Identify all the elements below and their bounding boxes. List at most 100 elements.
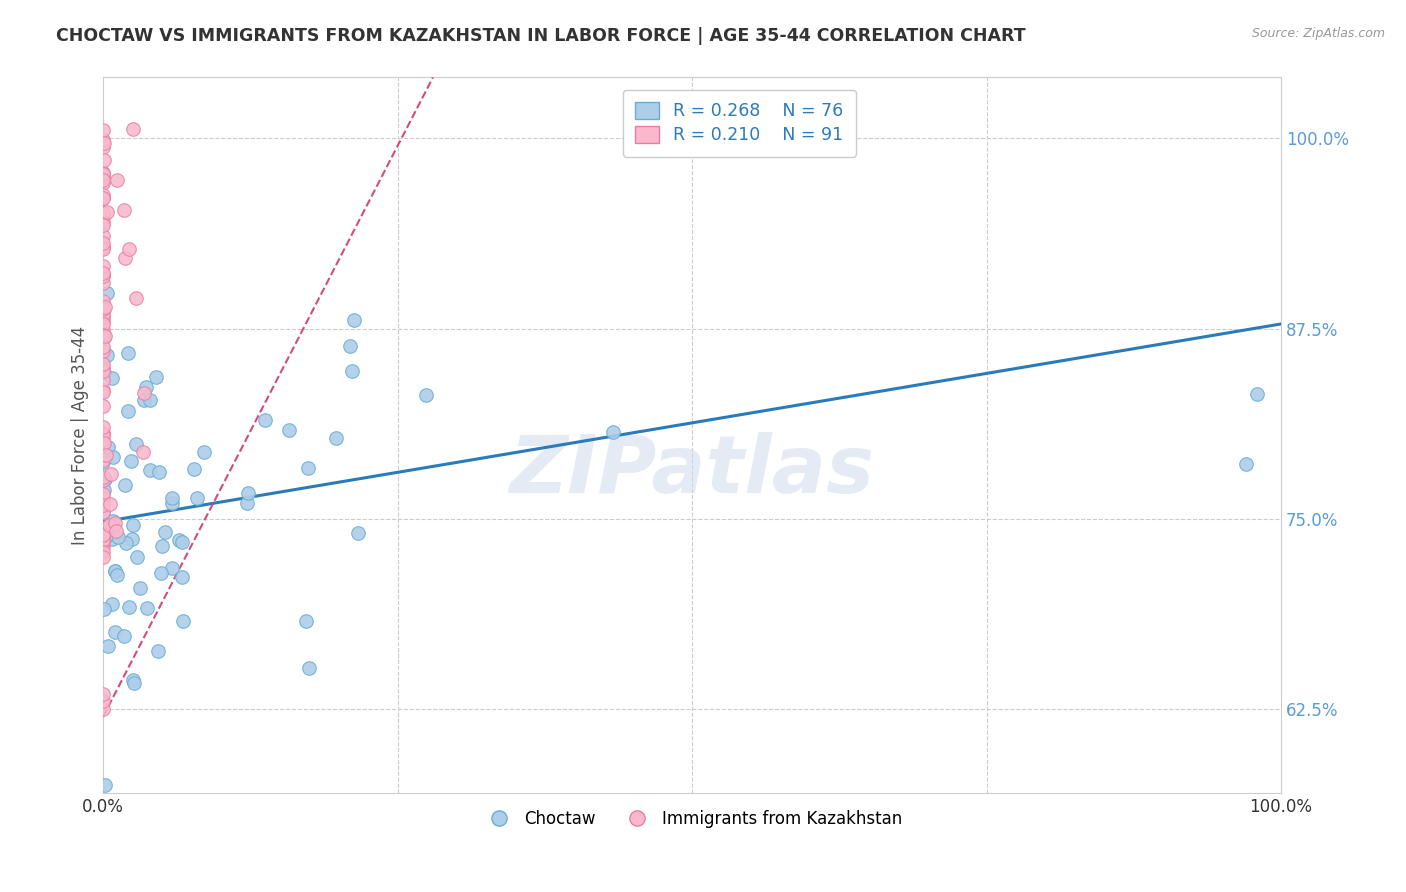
Point	[91, 361, 114, 376]
Y-axis label: In Labor Force | Age 35-44: In Labor Force | Age 35-44	[72, 326, 89, 545]
Point	[121, 532, 143, 546]
Point	[120, 454, 142, 468]
Point	[93, 778, 115, 792]
Point	[183, 461, 205, 475]
Point	[107, 530, 129, 544]
Point	[101, 532, 124, 546]
Point	[91, 269, 114, 284]
Point	[91, 494, 114, 508]
Point	[93, 483, 115, 497]
Point	[91, 165, 114, 179]
Point	[340, 364, 363, 378]
Text: CHOCTAW VS IMMIGRANTS FROM KAZAKHSTAN IN LABOR FORCE | AGE 35-44 CORRELATION CHA: CHOCTAW VS IMMIGRANTS FROM KAZAKHSTAN IN…	[56, 27, 1026, 45]
Point	[91, 327, 114, 342]
Point	[91, 323, 114, 337]
Point	[91, 240, 114, 254]
Point	[122, 517, 145, 532]
Point	[148, 466, 170, 480]
Point	[121, 673, 143, 688]
Point	[91, 303, 114, 318]
Point	[91, 364, 114, 378]
Point	[91, 383, 114, 397]
Point	[91, 531, 114, 545]
Point	[1234, 457, 1257, 471]
Point	[91, 219, 114, 233]
Point	[91, 527, 114, 541]
Point	[91, 133, 114, 147]
Point	[101, 514, 124, 528]
Point	[145, 369, 167, 384]
Point	[91, 176, 114, 190]
Point	[138, 463, 160, 477]
Point	[91, 428, 114, 442]
Point	[93, 329, 115, 343]
Point	[93, 301, 115, 315]
Point	[96, 286, 118, 301]
Point	[325, 432, 347, 446]
Point	[91, 190, 114, 204]
Point	[91, 293, 114, 308]
Point	[343, 313, 366, 327]
Point	[135, 380, 157, 394]
Point	[150, 539, 173, 553]
Point	[91, 694, 114, 708]
Point	[91, 191, 114, 205]
Point	[136, 601, 159, 615]
Point	[91, 276, 114, 290]
Point	[91, 267, 114, 281]
Point	[129, 581, 152, 595]
Point	[91, 534, 114, 549]
Text: Source: ZipAtlas.com: Source: ZipAtlas.com	[1251, 27, 1385, 40]
Point	[93, 602, 115, 616]
Point	[121, 122, 143, 136]
Legend: Choctaw, Immigrants from Kazakhstan: Choctaw, Immigrants from Kazakhstan	[475, 803, 908, 834]
Point	[277, 423, 299, 437]
Point	[91, 400, 114, 414]
Point	[91, 205, 114, 219]
Point	[91, 301, 114, 316]
Point	[1246, 386, 1268, 401]
Point	[91, 521, 114, 535]
Point	[105, 568, 128, 582]
Point	[93, 436, 115, 450]
Point	[104, 625, 127, 640]
Point	[91, 550, 114, 565]
Point	[91, 214, 114, 228]
Point	[91, 427, 114, 442]
Point	[93, 366, 115, 380]
Point	[93, 153, 115, 167]
Point	[132, 444, 155, 458]
Point	[91, 455, 114, 469]
Point	[91, 498, 114, 512]
Point	[94, 448, 117, 462]
Point	[91, 344, 114, 359]
Point	[118, 242, 141, 256]
Point	[298, 661, 321, 675]
Point	[91, 140, 114, 154]
Point	[91, 172, 114, 186]
Point	[96, 204, 118, 219]
Point	[91, 307, 114, 321]
Point	[115, 536, 138, 550]
Point	[124, 676, 146, 690]
Point	[602, 425, 624, 440]
Point	[101, 371, 124, 385]
Point	[134, 392, 156, 407]
Point	[172, 615, 194, 629]
Point	[297, 460, 319, 475]
Point	[100, 467, 122, 481]
Point	[235, 496, 257, 510]
Point	[103, 516, 125, 531]
Point	[91, 687, 114, 701]
Point	[98, 497, 121, 511]
Point	[104, 564, 127, 578]
Point	[91, 385, 114, 400]
Point	[97, 639, 120, 653]
Point	[160, 491, 183, 506]
Point	[93, 136, 115, 150]
Point	[96, 529, 118, 543]
Point	[139, 392, 162, 407]
Point	[236, 486, 259, 500]
Point	[94, 448, 117, 462]
Point	[91, 544, 114, 558]
